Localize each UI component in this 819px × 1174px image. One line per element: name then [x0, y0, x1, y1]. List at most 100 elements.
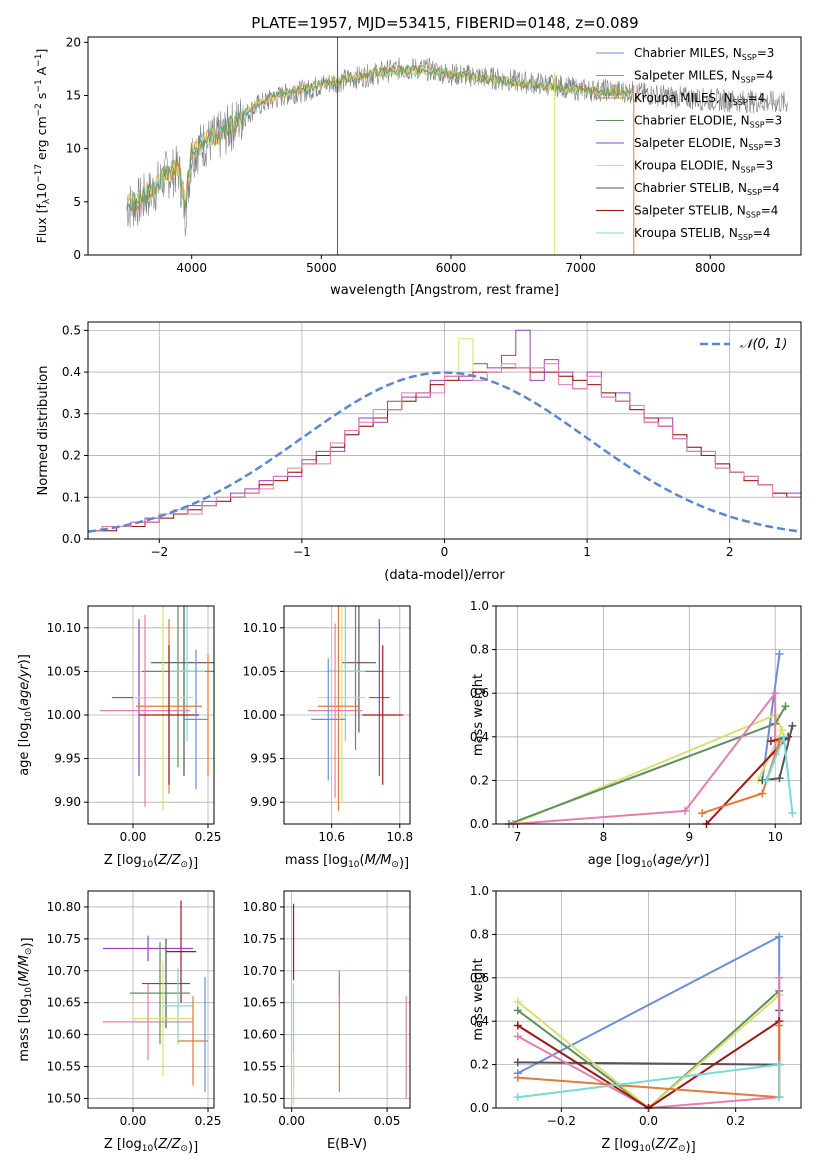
x-axis-label: Z [log10(Z/Z⊙)] — [104, 853, 198, 871]
weight-marker — [775, 932, 784, 941]
x-tick-label: 10 — [768, 830, 783, 844]
y-tick-label: 10.60 — [243, 1028, 277, 1042]
y-tick-label: 20 — [66, 35, 81, 49]
x-tick-label: 2 — [726, 545, 734, 559]
axes-frame — [87, 36, 802, 256]
y-tick-label: 10.00 — [47, 708, 81, 722]
x-tick-label: 5000 — [306, 261, 337, 275]
errorbar-point — [169, 606, 205, 742]
weight-marker — [513, 1021, 522, 1030]
y-axis-label: mass weight — [471, 958, 486, 1040]
weight-marker — [762, 776, 771, 785]
axes-frame — [495, 605, 802, 825]
x-axis-label: age [log10(age/yr)] — [588, 853, 710, 870]
y-tick-label: 0.8 — [470, 643, 489, 657]
y-tick-label: 0 — [73, 248, 81, 262]
weight-marker — [513, 1093, 522, 1102]
y-tick-label: 10.10 — [243, 621, 277, 635]
weight-marker — [775, 774, 784, 783]
x-tick-label: 0.2 — [726, 1114, 745, 1128]
errorbar-point — [133, 606, 193, 811]
y-tick-label: 9.95 — [54, 752, 81, 766]
x-tick-label: 9 — [685, 830, 693, 844]
errorbar-point — [311, 658, 346, 781]
model-spectrum — [126, 65, 632, 216]
errorbar-point — [139, 645, 199, 785]
weight-marker — [771, 689, 780, 698]
errorbar-point — [103, 935, 193, 962]
panel-mass-vs-ebv: 0.00 0.05 10.50 10.55 10.60 10.65 10.70 10.75 10… — [243, 890, 411, 1152]
y-tick-label: 10.55 — [47, 1060, 81, 1074]
panel-age-vs-Z: 0.00 0.25 9.90 9.95 10.00 10.05 10.10 Z [log10(… — [17, 605, 222, 871]
y-tick-label: 0.0 — [470, 1101, 489, 1115]
errorbar-point — [130, 942, 190, 1045]
x-tick-label: 0.00 — [278, 1114, 305, 1128]
x-tick-label: 0.25 — [195, 830, 222, 844]
errorbar-point — [184, 649, 208, 790]
histogram-series — [88, 367, 801, 532]
legend-entry: Kroupa MILES, NSSP=4 — [634, 91, 765, 107]
errorbar-plot — [100, 606, 214, 811]
weight-series — [508, 705, 787, 825]
y-tick-label: 10.05 — [243, 664, 277, 678]
legend-entry: Kroupa STELIB, NSSP=4 — [634, 226, 771, 242]
errorbar-point — [133, 961, 193, 1077]
y-tick-label: 0.4 — [470, 1014, 489, 1028]
y-tick-label: 10.10 — [47, 621, 81, 635]
y-tick-label: 0.5 — [62, 323, 81, 337]
normal-curve — [88, 371, 801, 533]
errorbar-point — [163, 967, 193, 1045]
legend-entry: Chabrier MILES, NSSP=3 — [634, 46, 774, 62]
y-tick-label: 0.4 — [62, 365, 81, 379]
y-tick-label: 10.75 — [243, 932, 277, 946]
y-tick-label: 9.90 — [250, 795, 277, 809]
y-axis-label: age [log10(age/yr)] — [17, 654, 34, 776]
x-tick-label: 10.8 — [386, 830, 413, 844]
x-tick-label: 10.6 — [318, 830, 345, 844]
histogram-series — [88, 367, 801, 532]
x-tick-label: 6000 — [436, 261, 467, 275]
y-tick-label: 9.90 — [54, 795, 81, 809]
y-tick-label: 0.2 — [470, 1058, 489, 1072]
panel-age-vs-mass: 10.6 10.8 9.90 9.95 10.00 10.05 10.10 mass [log… — [243, 605, 413, 871]
weight-marker — [513, 1073, 522, 1082]
legend-entry: Kroupa ELODIE, NSSP=3 — [634, 159, 773, 175]
x-tick-label: 4000 — [176, 261, 207, 275]
y-tick-label: 1.0 — [470, 884, 489, 898]
weight-marker — [781, 702, 790, 711]
weight-marker — [775, 1021, 784, 1030]
x-tick-label: 0.00 — [120, 830, 147, 844]
y-tick-label: 10.70 — [243, 964, 277, 978]
legend-entry: Salpeter MILES, NSSP=4 — [634, 69, 773, 85]
errorbar-point — [324, 606, 366, 742]
y-tick-label: 10.50 — [243, 1091, 277, 1105]
errorbar-plot — [292, 903, 407, 1105]
panel-residuals: −2 −1 0 1 2 0.0 0.1 0.2 0.3 0.4 0.5 (data-model)/er… — [36, 321, 802, 583]
y-tick-label: 10.75 — [47, 932, 81, 946]
panel-weight-vs-Z: −0.2 0.0 0.2 0.0 0.2 0.4 0.6 0.8 1.0 Z [log10(Z/Z… — [470, 884, 802, 1155]
y-axis-label: Flux [fλ10−17 erg cm−2 s−1 A−1] — [34, 49, 52, 244]
panel-mass-vs-Z: 0.00 0.25 10.50 10.55 10.60 10.65 10.70 10.75 10… — [17, 890, 221, 1155]
y-tick-label: 10 — [66, 142, 81, 156]
x-tick-label: 0.00 — [120, 1114, 147, 1128]
y-axis-label: Normed distribution — [36, 366, 51, 496]
x-axis-label: E(B-V) — [327, 1137, 367, 1152]
spectrum-plot — [126, 37, 788, 255]
weight-marker — [778, 726, 787, 735]
y-tick-label: 10.50 — [47, 1091, 81, 1105]
x-tick-label: 8000 — [695, 261, 726, 275]
weight-series — [513, 690, 777, 825]
chart-title: PLATE=1957, MJD=53415, FIBERID=0148, z=0… — [251, 14, 638, 32]
x-axis-label: wavelength [Angstrom, rest frame] — [330, 283, 559, 298]
weight-plot — [504, 649, 797, 828]
y-tick-label: 0.4 — [470, 730, 489, 744]
x-tick-label: 8 — [600, 830, 608, 844]
axes-frame — [87, 890, 215, 1109]
errorbar-point — [151, 606, 214, 777]
errorbar-point — [362, 645, 404, 785]
model-spectrum — [126, 65, 632, 213]
errorbar-point — [369, 619, 390, 777]
legend-entry: Salpeter ELODIE, NSSP=3 — [634, 136, 781, 152]
axes-frame — [87, 605, 215, 825]
residual-plot — [88, 329, 801, 533]
